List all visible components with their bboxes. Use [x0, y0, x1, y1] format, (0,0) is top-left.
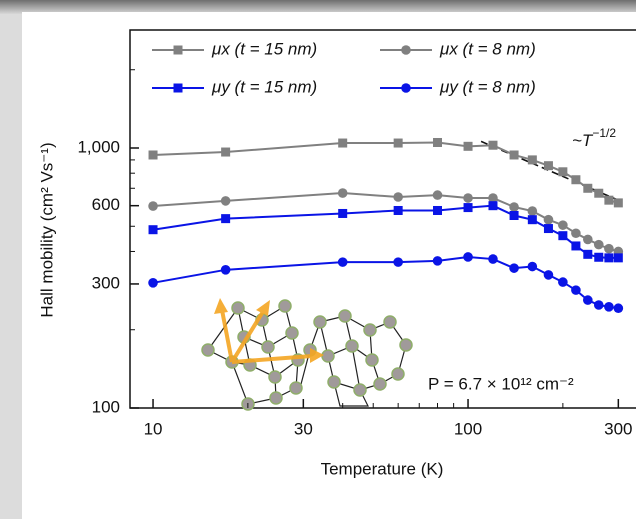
marker — [148, 278, 158, 288]
marker — [393, 257, 403, 267]
marker — [509, 202, 519, 212]
series-line — [152, 141, 619, 204]
legend-marker — [401, 83, 411, 93]
annotation-superscript: −1/2 — [592, 126, 616, 140]
marker — [432, 190, 443, 200]
marker — [488, 201, 498, 211]
marker — [583, 295, 593, 305]
series-line — [152, 192, 619, 253]
marker — [571, 175, 581, 185]
legend-marker — [173, 83, 183, 93]
marker — [571, 228, 581, 239]
plot-area — [148, 137, 624, 314]
legend-text: μx (t = 8 nm) — [439, 39, 536, 58]
legend-marker — [401, 45, 411, 55]
marker — [488, 193, 498, 203]
marker — [543, 224, 553, 234]
y-tick-label: 300 — [92, 273, 120, 292]
marker — [604, 302, 614, 312]
marker — [463, 252, 473, 262]
panel — [22, 12, 636, 519]
x-tick-label: 100 — [454, 419, 482, 438]
marker — [221, 214, 231, 224]
marker — [463, 141, 473, 151]
frame-band — [0, 0, 636, 14]
legend-text: μx (t = 15 nm) — [211, 39, 317, 58]
marker — [220, 265, 231, 275]
marker — [583, 234, 593, 245]
marker — [527, 206, 538, 216]
series-line — [152, 255, 619, 310]
marker — [148, 225, 158, 235]
marker — [509, 211, 519, 221]
marker — [594, 188, 604, 198]
x-tick-label: 30 — [294, 419, 313, 438]
marker — [220, 196, 231, 206]
plot-frame — [129, 29, 636, 409]
marker — [613, 198, 623, 208]
marker — [558, 231, 568, 241]
legend-marker — [173, 45, 183, 55]
series-line — [152, 204, 619, 259]
marker — [337, 257, 348, 267]
marker — [432, 256, 443, 266]
marker — [571, 241, 581, 251]
x-tick-label: 10 — [144, 419, 163, 438]
marker — [393, 205, 403, 215]
marker — [148, 201, 158, 211]
marker — [543, 214, 554, 225]
marker — [604, 195, 614, 205]
marker — [571, 285, 581, 295]
marker — [527, 155, 537, 165]
marker — [527, 261, 538, 272]
marker — [463, 203, 473, 213]
legend-text: μy (t = 8 nm) — [439, 77, 536, 96]
annotation: P = 6.7 × 10¹² cm⁻² — [428, 374, 574, 393]
y-tick-label: 600 — [92, 195, 120, 214]
marker — [337, 188, 348, 198]
marker — [613, 253, 623, 263]
x-axis-label: Temperature (K) — [321, 459, 444, 478]
marker — [583, 183, 593, 193]
marker — [558, 220, 568, 230]
marker — [593, 300, 604, 310]
marker — [593, 239, 604, 250]
marker — [463, 193, 473, 203]
marker — [338, 208, 348, 218]
marker — [221, 147, 231, 157]
marker — [509, 263, 519, 273]
marker — [148, 150, 158, 160]
marker — [338, 138, 348, 148]
marker — [393, 138, 403, 148]
marker — [543, 161, 553, 171]
y-axis-label: Hall mobility (cm² Vs⁻¹) — [37, 142, 56, 317]
y-tick-label: 1,000 — [77, 137, 120, 156]
x-tick-label: 300 — [604, 419, 632, 438]
marker — [509, 150, 519, 160]
marker — [594, 252, 604, 262]
marker — [604, 243, 614, 254]
inset-lattice — [201, 298, 413, 411]
marker — [604, 253, 614, 263]
y-tick-label: 100 — [92, 397, 120, 416]
legend-text: μy (t = 15 nm) — [211, 77, 317, 96]
annotation-text: ~T — [572, 131, 594, 150]
marker — [488, 140, 498, 150]
marker — [488, 254, 498, 264]
marker — [558, 277, 568, 287]
marker — [613, 303, 624, 314]
marker — [433, 137, 443, 147]
marker — [527, 215, 537, 225]
marker — [393, 192, 403, 202]
marker — [543, 270, 554, 280]
marker — [433, 205, 443, 215]
marker — [583, 249, 593, 259]
marker — [558, 167, 568, 177]
annotation: ~T−1/2 — [572, 126, 616, 150]
